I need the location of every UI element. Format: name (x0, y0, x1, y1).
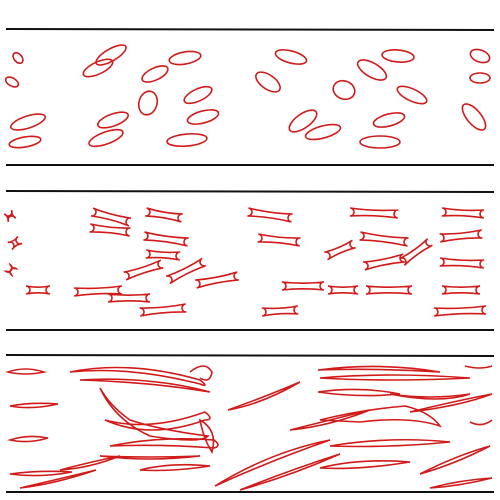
vesicle-dumbbell (3, 262, 19, 278)
panel-ellipse-vesicles (4, 28, 495, 166)
vesicle-dumbbell (89, 223, 131, 237)
vesicle-dumbbell (145, 207, 183, 223)
vesicle-thread (9, 470, 73, 477)
vesicle-thread (389, 393, 471, 400)
vesicle-thread (429, 477, 493, 489)
vesicle-ellipse (186, 109, 220, 125)
vesicle-dumbbell (359, 231, 409, 247)
vesicle-ellipse (469, 72, 491, 84)
vesicle-thread (329, 438, 451, 448)
vesicle-dumbbell (349, 207, 399, 219)
vesicle-dumbbell (73, 285, 123, 297)
vesicle-thread (104, 411, 211, 431)
vesicle-thread (319, 374, 471, 381)
vesicle-thread (469, 419, 493, 426)
vesicle-dumbbell (261, 305, 299, 317)
vesicle-ellipse (95, 44, 127, 66)
vesicle-thread (317, 365, 441, 373)
vesicle-ellipse (168, 50, 202, 66)
vesicle-thread (319, 405, 443, 428)
vesicle-ellipse (332, 79, 356, 101)
panel-dumbbell-vesicles (3, 190, 495, 331)
vesicle-dumbbell (365, 285, 413, 295)
vesicle-dumbbell (363, 253, 405, 271)
vesicle-thread (19, 469, 97, 489)
vesicle-thread (69, 366, 206, 387)
vesicle-ellipse (88, 128, 124, 148)
panel-thread-vesicles (5, 354, 495, 493)
vesicle-dumbbell (25, 285, 51, 295)
vesicle-dumbbell (281, 281, 325, 291)
vesicle-dumbbell (257, 233, 301, 247)
vesicle-thread (79, 378, 211, 393)
vesicle-ellipse (183, 85, 213, 105)
vesicle-dumbbell (441, 207, 485, 219)
vesicle-dumbbell (107, 293, 151, 303)
vesicle-thread (464, 365, 493, 369)
vesicle-dumbbell (247, 207, 293, 223)
vesicle-dumbbell (145, 249, 181, 261)
vesicle-ellipse (255, 71, 281, 93)
channel-wall-top (5, 190, 495, 193)
vesicle-dumbbell (139, 303, 187, 317)
vesicle-thread (319, 460, 411, 470)
vesicle-ellipse (97, 111, 129, 129)
vesicle-dumbbell (195, 271, 239, 289)
vesicle-ellipse (461, 103, 487, 131)
vesicle-ellipse (274, 49, 308, 65)
vesicle-ellipse (141, 65, 169, 83)
vesicle-dumbbell (439, 229, 483, 243)
vesicle-thread (189, 365, 213, 381)
vesicle-dumbbell (143, 231, 189, 247)
vesicle-ellipse (12, 51, 24, 65)
vesicle-thread (239, 453, 341, 491)
vesicle-ellipse (359, 135, 401, 149)
vesicle-ellipse (372, 112, 406, 128)
vesicle-thread (227, 381, 301, 411)
vesicle-thread (5, 368, 48, 375)
vesicle-dumbbell (441, 285, 481, 295)
vesicle-dumbbell (327, 285, 359, 295)
vesicle-thread (7, 435, 49, 443)
vesicle-thread (9, 402, 59, 409)
dumbbell-vesicle-group (3, 207, 487, 317)
vesicle-dumbbell (7, 235, 23, 251)
vesicle-ellipse (4, 76, 20, 88)
vesicle-dumbbell (3, 209, 17, 223)
vesicle-ellipse (304, 123, 342, 141)
vesicle-ellipse (166, 132, 208, 148)
vesicle-thread (409, 393, 493, 413)
vesicle-thread (99, 387, 210, 441)
vesicle-thread (214, 439, 331, 487)
vesicle-ellipse (381, 49, 415, 63)
vesicle-dumbbell (324, 239, 356, 261)
vesicle-thread (317, 388, 401, 397)
vesicle-ellipse (396, 85, 428, 105)
vesicle-thread (59, 455, 121, 471)
vesicle-thread (419, 445, 491, 475)
vesicle-thread (198, 418, 215, 454)
vesicle-thread (109, 438, 219, 449)
vesicle-ellipse (469, 48, 491, 64)
vesicle-ellipse (82, 58, 114, 78)
vesicle-thread (99, 455, 201, 460)
vesicle-ellipse (288, 109, 318, 133)
vesicle-dumbbell (433, 305, 487, 317)
vesicle-dumbbell (123, 259, 164, 281)
channel-wall-top (5, 28, 495, 31)
vesicle-dumbbell (439, 257, 485, 269)
vesicle-ellipse (356, 59, 388, 81)
vesicle-ellipse (8, 135, 42, 149)
vesicle-ellipse (9, 113, 47, 131)
channel-wall-top (5, 354, 495, 357)
vesicle-dumbbell (90, 207, 132, 227)
vesicle-ellipse (137, 90, 159, 116)
vesicle-thread (139, 463, 211, 472)
vesicle-dumbbell (399, 238, 433, 266)
vesicle-dumbbell (165, 257, 207, 285)
